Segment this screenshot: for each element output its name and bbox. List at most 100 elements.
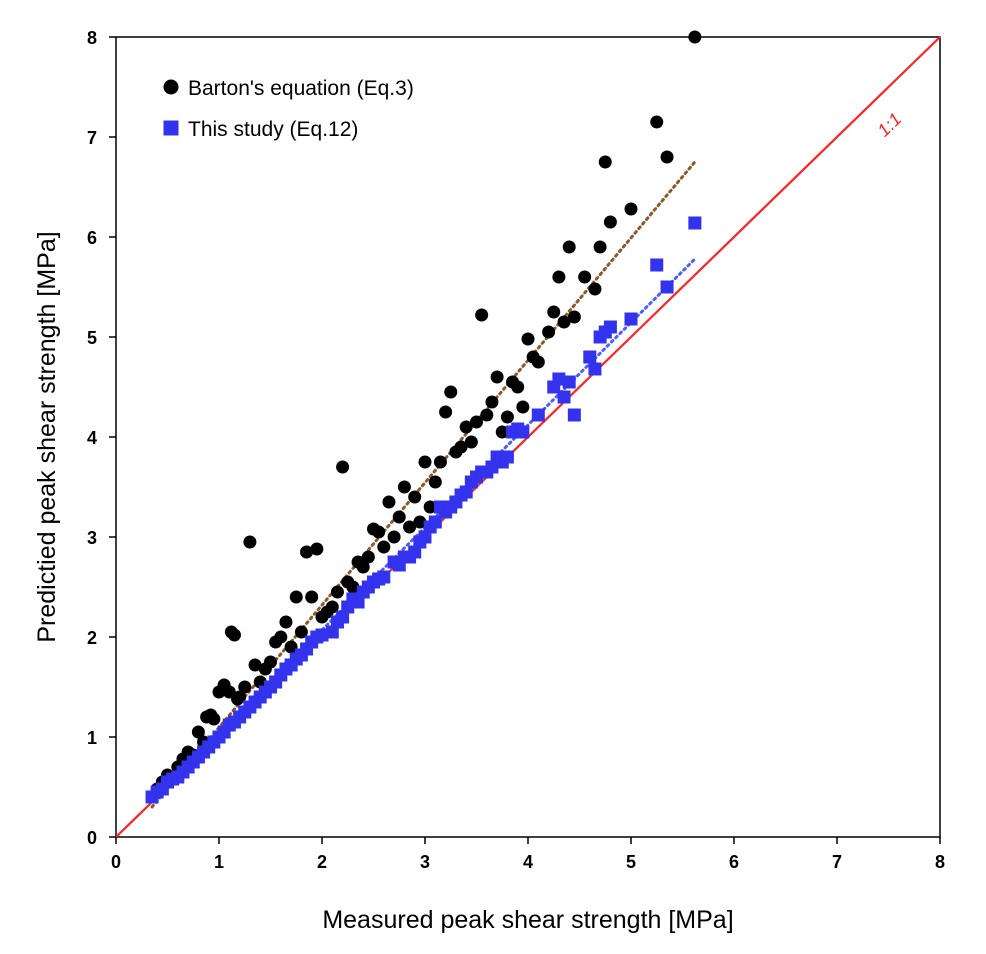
y-tick-label-8: 8 — [87, 28, 97, 48]
point-this-study-64 — [485, 460, 499, 474]
point-barton-60 — [439, 405, 453, 419]
point-this-study-81 — [603, 320, 617, 334]
point-barton-28 — [274, 630, 288, 644]
point-barton-42 — [346, 580, 360, 594]
x-tick-label-0: 0 — [111, 852, 121, 872]
point-barton-9 — [191, 725, 205, 739]
point-this-study-33 — [315, 628, 329, 642]
point-barton-35 — [310, 542, 324, 556]
point-barton-29 — [279, 615, 293, 629]
point-barton-72 — [500, 410, 514, 424]
point-this-study-71 — [531, 408, 545, 422]
y-tick-label-7: 7 — [87, 128, 97, 148]
point-this-study-34 — [325, 625, 339, 639]
point-barton-21 — [238, 680, 252, 694]
point-barton-85 — [578, 270, 592, 284]
legend-label-series-2: This study (Eq.12) — [188, 118, 358, 141]
point-this-study-82 — [624, 312, 638, 326]
point-barton-32 — [294, 625, 308, 639]
point-this-study-75 — [562, 375, 576, 389]
point-barton-59 — [433, 455, 447, 469]
point-barton-74 — [511, 380, 525, 394]
point-barton-65 — [464, 435, 478, 449]
point-barton-51 — [392, 510, 406, 524]
point-barton-39 — [330, 585, 344, 599]
point-this-study-77 — [583, 350, 597, 364]
point-barton-49 — [382, 495, 396, 509]
point-barton-69 — [485, 395, 499, 409]
point-this-study-83 — [650, 258, 664, 272]
point-barton-55 — [413, 515, 427, 529]
y-tick-label-5: 5 — [87, 328, 97, 348]
x-tick-label-2: 2 — [317, 852, 327, 872]
point-barton-93 — [688, 30, 702, 44]
point-barton-33 — [300, 545, 314, 559]
point-this-study-36 — [336, 610, 350, 624]
point-barton-50 — [387, 530, 401, 544]
point-barton-34 — [305, 590, 319, 604]
point-barton-45 — [361, 550, 375, 564]
point-barton-83 — [562, 240, 576, 254]
x-tick-label-6: 6 — [729, 852, 739, 872]
point-this-study-44 — [377, 570, 391, 584]
point-barton-87 — [593, 240, 607, 254]
point-barton-78 — [531, 355, 545, 369]
point-barton-38 — [325, 600, 339, 614]
legend-label-series-1: Barton's equation (Eq.3) — [188, 77, 414, 100]
ticks-group: 0 1 2 3 4 5 6 7 8 0 1 2 3 4 5 6 7 8 — [87, 28, 945, 872]
x-tick-label-5: 5 — [626, 852, 636, 872]
point-barton-61 — [444, 385, 458, 399]
point-barton-89 — [603, 215, 617, 229]
point-barton-48 — [377, 540, 391, 554]
point-this-study-51 — [418, 530, 432, 544]
point-barton-68 — [480, 408, 494, 422]
point-barton-88 — [598, 155, 612, 169]
point-barton-47 — [372, 525, 386, 539]
legend-marker-this-study — [163, 120, 179, 136]
point-barton-63 — [454, 440, 468, 454]
point-barton-30 — [284, 640, 298, 654]
legend: Barton's equation (Eq.3) This study (Eq.1… — [163, 77, 414, 141]
point-barton-70 — [490, 370, 504, 384]
point-this-study-49 — [408, 545, 422, 559]
point-barton-79 — [542, 325, 556, 339]
point-barton-92 — [660, 150, 674, 164]
x-tick-label-1: 1 — [214, 852, 224, 872]
point-barton-91 — [650, 115, 664, 129]
y-tick-label-1: 1 — [87, 728, 97, 748]
x-axis-title: Measured peak shear strength [MPa] — [322, 906, 733, 934]
point-barton-90 — [624, 202, 638, 216]
point-barton-71 — [495, 425, 509, 439]
point-barton-53 — [403, 520, 417, 534]
point-this-study-74 — [557, 390, 571, 404]
data-points-group — [145, 30, 702, 804]
point-barton-24 — [253, 675, 267, 689]
point-this-study-59 — [459, 485, 473, 499]
point-barton-86 — [588, 282, 602, 296]
point-barton-66 — [470, 415, 483, 429]
point-this-study-53 — [428, 515, 442, 529]
point-barton-23 — [248, 658, 262, 672]
y-tick-label-3: 3 — [87, 528, 97, 548]
y-tick-label-6: 6 — [87, 228, 97, 248]
x-tick-label-4: 4 — [523, 852, 533, 872]
point-barton-13 — [207, 712, 221, 726]
point-this-study-73 — [552, 372, 566, 386]
point-this-study-76 — [567, 408, 581, 422]
y-tick-label-2: 2 — [87, 628, 97, 648]
point-barton-40 — [336, 460, 350, 474]
point-barton-82 — [557, 315, 571, 329]
point-barton-18 — [227, 628, 241, 642]
point-this-study-39 — [351, 595, 365, 609]
y-tick-label-0: 0 — [87, 828, 97, 848]
point-barton-84 — [567, 310, 581, 324]
point-this-study-85 — [688, 216, 702, 230]
x-tick-label-8: 8 — [935, 852, 945, 872]
point-barton-67 — [475, 308, 489, 322]
point-this-study-70 — [516, 425, 530, 439]
legend-marker-barton — [163, 79, 179, 95]
point-barton-64 — [459, 420, 473, 434]
point-this-study-78 — [588, 362, 602, 376]
point-barton-20 — [233, 690, 247, 704]
